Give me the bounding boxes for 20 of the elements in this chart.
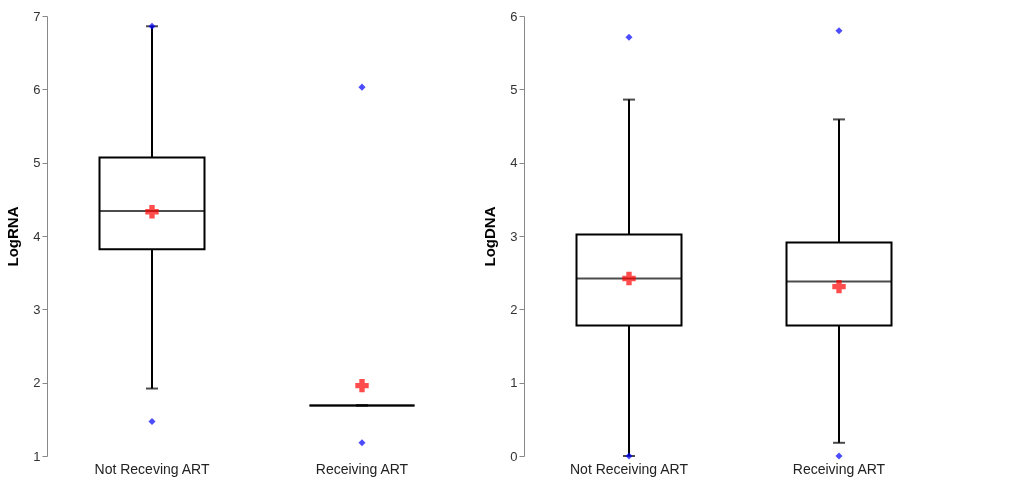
y-tick-label: 1 [33,448,41,464]
y-axis-title: LogRNA [4,206,22,267]
y-tick-label: 1 [510,375,518,391]
y-tick-label: 4 [510,155,518,171]
y-tick-label: 5 [510,81,518,97]
x-tick-label: Not Receiving ART [569,460,689,477]
x-tick-label: Receiving ART [315,460,409,477]
y-tick-label: 6 [33,81,41,97]
y-tick-label: 2 [33,375,41,391]
y-tick-label: 5 [33,155,41,171]
x-tick-label: Receiving ART [792,460,886,477]
y-tick-label: 0 [510,448,518,464]
y-axis-title: LogDNA [481,206,499,267]
y-tick-label: 3 [33,301,41,317]
x-tick-label: Not Receving ART [94,460,210,477]
y-tick-label: 2 [510,301,518,317]
y-tick-label: 6 [510,8,518,24]
y-tick-label: 7 [33,8,41,24]
y-tick-label: 4 [33,228,41,244]
y-tick-label: 3 [510,228,518,244]
